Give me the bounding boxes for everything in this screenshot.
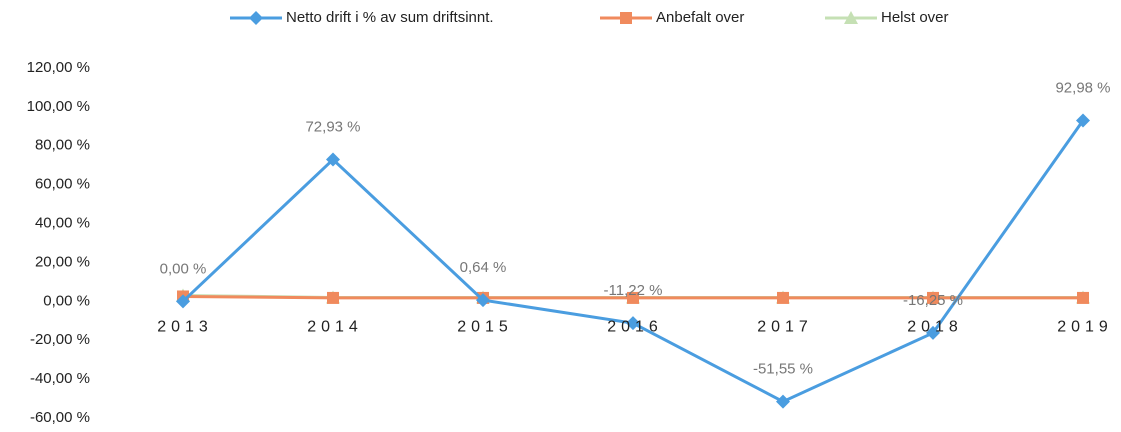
data-point (327, 291, 339, 304)
legend-label: Anbefalt over (656, 9, 744, 26)
data-point (176, 294, 190, 309)
data-point (326, 152, 340, 167)
data-point (476, 293, 490, 308)
y-tick-label: 80,00 % (35, 137, 90, 154)
legend-label: Helst over (881, 9, 949, 26)
legend-label: Netto drift i % av sum driftsinnt. (286, 9, 494, 26)
legend-marker (620, 12, 632, 24)
x-tick-label: 2015 (457, 319, 513, 336)
y-tick-label: -20,00 % (30, 331, 90, 348)
data-label: -11,22 % (604, 282, 663, 299)
data-point (1077, 291, 1089, 304)
x-tick-label: 2016 (607, 319, 663, 336)
data-point (927, 291, 939, 304)
data-label: -16,25 % (903, 292, 963, 309)
y-tick-label: 60,00 % (35, 176, 90, 193)
data-point (776, 394, 790, 409)
data-label: 0,00 % (160, 260, 207, 277)
data-label: 72,93 % (305, 118, 360, 135)
legend-marker (249, 11, 263, 25)
y-tick-label: -40,00 % (30, 370, 90, 387)
data-point (926, 325, 940, 340)
legend-marker (844, 11, 858, 24)
data-label: 92,98 % (1055, 80, 1110, 97)
y-tick-label: -60,00 % (30, 409, 90, 426)
x-tick-label: 2019 (1057, 319, 1113, 336)
y-tick-label: 40,00 % (35, 215, 90, 232)
y-tick-label: 100,00 % (27, 98, 90, 115)
data-point (627, 291, 639, 304)
data-point (1076, 113, 1090, 128)
x-tick-label: 2017 (757, 319, 813, 336)
y-tick-label: 0,00 % (43, 292, 90, 309)
y-tick-label: 20,00 % (35, 253, 90, 270)
data-label: 0,64 % (460, 259, 507, 276)
data-label: -51,55 % (753, 361, 813, 378)
data-point (626, 316, 640, 331)
series-line (181, 119, 1085, 404)
x-tick-label: 2013 (157, 319, 213, 336)
x-tick-label: 2014 (307, 319, 363, 336)
x-tick-label: 2018 (907, 319, 963, 336)
data-point (777, 291, 789, 304)
y-tick-label: 120,00 % (27, 59, 90, 76)
